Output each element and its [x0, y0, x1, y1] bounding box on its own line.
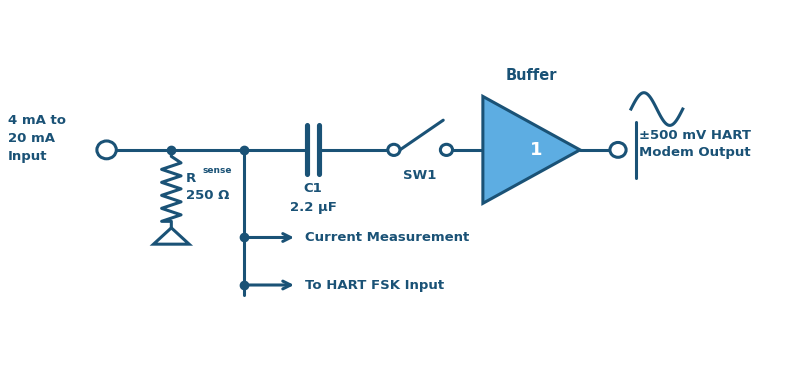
- Text: 1: 1: [530, 141, 542, 159]
- Polygon shape: [153, 228, 189, 244]
- Circle shape: [388, 144, 400, 156]
- Circle shape: [440, 144, 452, 156]
- Text: R: R: [186, 172, 196, 185]
- Text: C1: C1: [303, 182, 322, 195]
- Text: sense: sense: [202, 166, 231, 175]
- Text: Current Measurement: Current Measurement: [304, 231, 469, 244]
- Text: 250 Ω: 250 Ω: [186, 189, 229, 202]
- Text: ±500 mV HART
Modem Output: ±500 mV HART Modem Output: [638, 129, 750, 159]
- Text: 2.2 μF: 2.2 μF: [290, 201, 336, 214]
- Circle shape: [97, 141, 116, 159]
- Text: 4 mA to
20 mA
Input: 4 mA to 20 mA Input: [8, 114, 66, 163]
- Text: SW1: SW1: [403, 169, 436, 183]
- Text: Buffer: Buffer: [505, 68, 556, 83]
- Polygon shape: [483, 96, 579, 203]
- Text: To HART FSK Input: To HART FSK Input: [304, 279, 444, 291]
- Circle shape: [609, 142, 625, 157]
